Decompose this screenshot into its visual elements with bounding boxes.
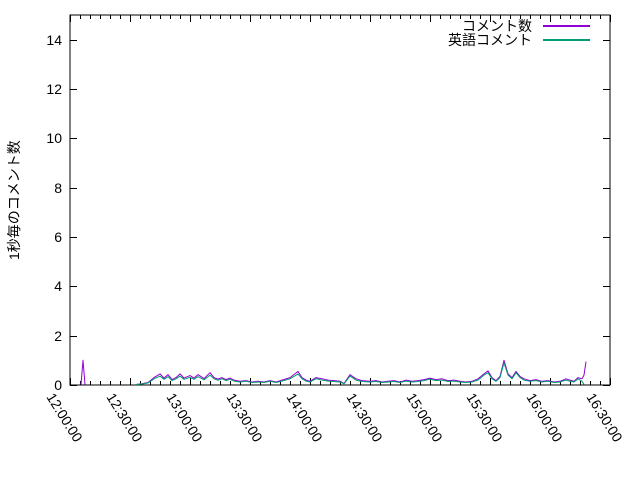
- legend-line-sample: [543, 39, 590, 41]
- data-line: [80, 359, 86, 385]
- y-tick-label: 4: [54, 278, 62, 295]
- legend-line-sample: [543, 25, 590, 27]
- y-tick-label: 8: [54, 179, 62, 196]
- y-tick-label: 14: [46, 31, 62, 48]
- y-tick-label: 10: [46, 130, 62, 147]
- data-line: [135, 362, 585, 385]
- chart-legend: コメント数 英語コメント: [392, 19, 590, 47]
- y-tick-label: 2: [54, 327, 62, 344]
- legend-entry: 英語コメント: [392, 33, 590, 47]
- y-tick-label: 6: [54, 229, 62, 245]
- legend-label: 英語コメント: [448, 32, 532, 48]
- data-line: [135, 359, 587, 385]
- y-tick-label: 0: [54, 377, 62, 393]
- legend-entry: コメント数: [392, 19, 590, 33]
- y-tick-label: 12: [46, 81, 62, 97]
- legend-label: コメント数: [462, 18, 532, 34]
